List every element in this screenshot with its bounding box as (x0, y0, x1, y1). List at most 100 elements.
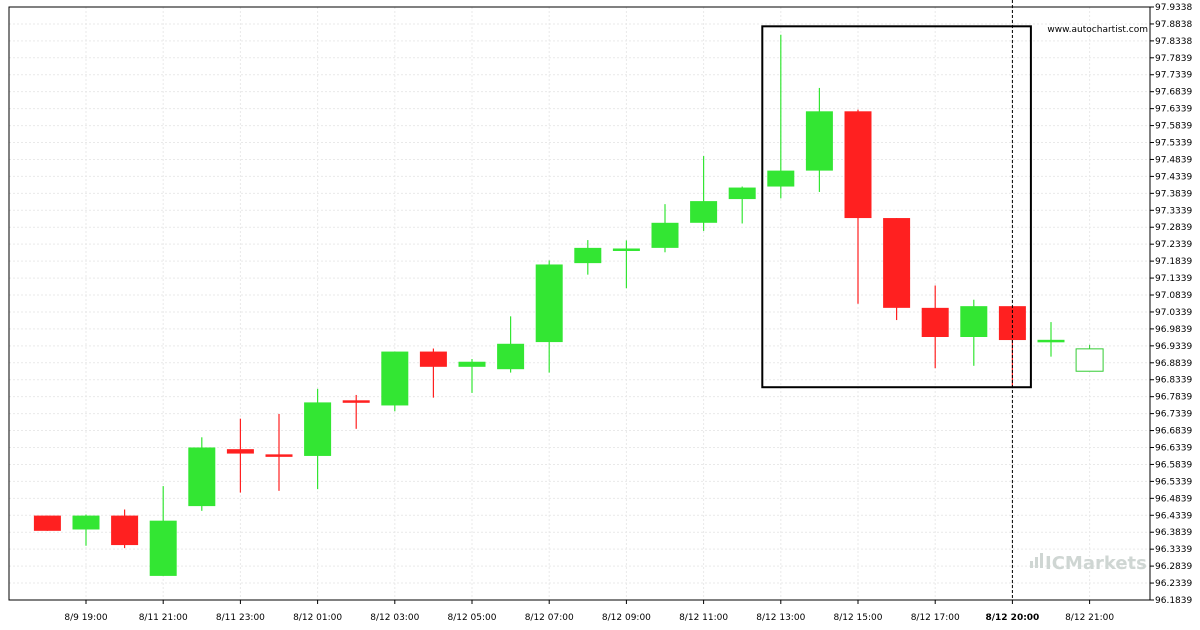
y-tick-label: 96.2339 (1155, 579, 1192, 589)
pattern-box (761, 25, 1032, 389)
y-tick-label: 97.6839 (1155, 88, 1192, 98)
forecast-candle (1075, 344, 1104, 372)
x-tick-label: 8/12 20:00 (985, 613, 1039, 623)
y-tick-label: 97.3339 (1155, 206, 1192, 216)
bullish-candle (458, 359, 486, 393)
y-tick-label: 96.6839 (1155, 427, 1192, 437)
source-url-text[interactable]: www.autochartist.com (1047, 25, 1148, 35)
x-tick-label: 8/12 11:00 (679, 613, 728, 623)
bearish-candle (419, 348, 447, 398)
bearish-candle (265, 413, 293, 491)
x-tick-label: 8/12 01:00 (293, 613, 342, 623)
y-tick-label: 97.4839 (1155, 155, 1192, 165)
bullish-candle (960, 299, 988, 366)
y-tick-label: 96.4839 (1155, 494, 1192, 504)
y-tick-label: 97.8838 (1155, 20, 1192, 30)
x-tick-label: 8/12 05:00 (447, 613, 496, 623)
y-tick-label: 97.1839 (1155, 257, 1192, 267)
x-tick-label: 8/12 03:00 (370, 613, 419, 623)
bullish-candle (1037, 322, 1065, 357)
candles (33, 34, 1065, 576)
x-tick-label: 8/11 23:00 (216, 613, 265, 623)
candle-body (535, 264, 563, 343)
bullish-candle (574, 240, 602, 275)
candle-body (960, 306, 988, 337)
y-tick-label: 97.5339 (1155, 139, 1192, 149)
bullish-candle (805, 87, 833, 192)
y-tick-label: 97.2339 (1155, 240, 1192, 250)
y-tick-label: 96.5339 (1155, 477, 1192, 487)
y-tick-label: 97.1339 (1155, 274, 1192, 284)
y-tick-label: 96.4339 (1155, 511, 1192, 521)
y-tick-label: 97.6339 (1155, 105, 1192, 115)
candle-body (188, 447, 216, 507)
bearish-candle (342, 394, 370, 429)
y-tick-label: 96.8339 (1155, 376, 1192, 386)
bearish-candle (844, 109, 872, 304)
bearish-candle (883, 218, 911, 321)
bullish-candle (767, 34, 795, 199)
bullish-candle (690, 156, 718, 231)
y-tick-label: 97.7339 (1155, 71, 1192, 81)
x-tick-label: 8/12 09:00 (602, 613, 651, 623)
x-tick-label: 8/12 17:00 (911, 613, 960, 623)
y-tick-label: 96.9339 (1155, 342, 1192, 352)
candle-body (111, 515, 139, 546)
candle-body (805, 111, 833, 171)
y-tick-label: 96.3339 (1155, 545, 1192, 555)
candle-body (844, 111, 872, 219)
candle-body (497, 343, 525, 370)
y-tick-label: 96.7839 (1155, 393, 1192, 403)
y-tick-label: 97.8338 (1155, 37, 1192, 47)
y-tick-label: 96.8839 (1155, 359, 1192, 369)
y-tick-label: 97.0839 (1155, 291, 1192, 301)
candle-body (265, 454, 293, 457)
candle-body (690, 201, 718, 223)
y-tick-label: 96.5839 (1155, 460, 1192, 470)
x-tick-label: 8/12 13:00 (756, 613, 805, 623)
icmarkets-watermark: ICMarkets (1030, 553, 1147, 574)
bearish-candle (921, 285, 949, 369)
bullish-candle (149, 486, 177, 576)
candle-body (883, 218, 911, 308)
y-tick-label: 97.4339 (1155, 172, 1192, 182)
bullish-candle (651, 204, 679, 253)
bearish-candle (226, 418, 254, 493)
candle-body (419, 351, 447, 367)
y-tick-label: 96.1839 (1155, 596, 1192, 606)
candle-body (381, 351, 409, 406)
x-tick-label: 8/12 07:00 (525, 613, 574, 623)
candle-body (612, 248, 640, 251)
bullish-candle (535, 260, 563, 373)
candle-body (921, 307, 949, 337)
y-tick-label: 97.0339 (1155, 308, 1192, 318)
candle-body (767, 170, 795, 187)
candle-body (226, 449, 254, 454)
candle-body (574, 247, 602, 264)
bullish-candle (381, 351, 409, 412)
y-tick-label: 97.2839 (1155, 223, 1192, 233)
candle-body (458, 361, 486, 367)
y-tick-label: 97.3839 (1155, 189, 1192, 199)
y-tick-label: 97.7839 (1155, 54, 1192, 64)
candle-body (1037, 339, 1065, 343)
bullish-candle (72, 514, 100, 546)
y-tick-label: 96.2839 (1155, 562, 1192, 572)
y-tick-label: 96.7339 (1155, 410, 1192, 420)
candle-body (304, 402, 332, 456)
y-tick-label: 97.9338 (1155, 3, 1192, 13)
bearish-candle (111, 509, 139, 549)
candle-body (72, 515, 100, 530)
bearish-candle (33, 515, 61, 531)
x-axis: 8/9 19:00 8/11 21:00 8/11 23:00 8/12 01:00 8… (64, 600, 1114, 623)
candle-body (342, 400, 370, 403)
candle-body (33, 515, 61, 531)
y-tick-label: 97.5839 (1155, 122, 1192, 132)
bullish-candle (728, 186, 756, 224)
brand-text: ICMarkets (1045, 553, 1147, 574)
bullish-candle (612, 240, 640, 289)
plot-frame (8, 6, 1151, 601)
bullish-candle (304, 388, 332, 490)
y-tick-label: 96.6339 (1155, 444, 1192, 454)
y-tick-label: 96.9839 (1155, 325, 1192, 335)
